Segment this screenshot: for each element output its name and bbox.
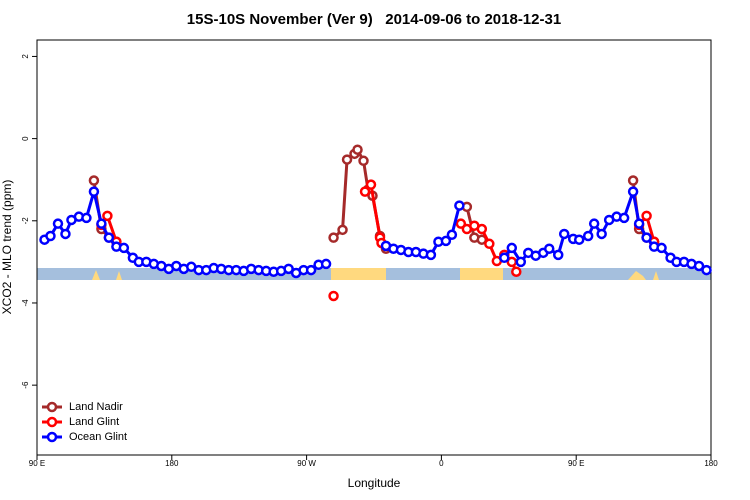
x-axis-label: Longitude	[348, 476, 401, 490]
data-point	[341, 154, 353, 165]
x-tick-label: 180	[165, 459, 179, 468]
x-tick-label: 90 W	[297, 459, 316, 468]
data-point	[484, 238, 495, 250]
data-point	[52, 218, 64, 229]
data-point	[641, 232, 652, 243]
data-point	[88, 186, 100, 197]
land-ocean-band	[37, 268, 711, 280]
y-tick-label: 2	[21, 54, 30, 59]
data-point	[358, 155, 369, 167]
land-band	[628, 271, 646, 280]
data-point	[573, 234, 585, 245]
chart-title: 15S-10S November (Ver 9) 2014-09-06 to 2…	[187, 11, 561, 28]
data-point	[328, 290, 339, 302]
data-point	[440, 235, 452, 247]
data-point	[641, 210, 652, 222]
data-point	[446, 229, 458, 241]
data-point	[515, 256, 527, 268]
data-point	[118, 242, 130, 254]
legend-label: Ocean Glint	[69, 431, 127, 443]
land-band	[92, 270, 100, 280]
series-line	[100, 181, 656, 273]
y-tick-label: 0	[21, 136, 30, 141]
data-point	[627, 175, 639, 186]
data-point	[305, 264, 317, 276]
data-point	[618, 212, 630, 224]
data-point	[656, 242, 667, 254]
data-point	[102, 210, 113, 222]
data-point	[45, 230, 56, 242]
data-point	[511, 266, 522, 277]
legend-marker	[46, 401, 58, 413]
data-point	[352, 144, 363, 155]
data-point	[627, 186, 639, 197]
legend-marker	[46, 416, 58, 428]
data-point	[425, 249, 437, 261]
data-point	[283, 263, 294, 275]
data-point	[359, 186, 371, 197]
x-tick-label: 90 E	[29, 459, 45, 468]
data-point	[558, 228, 570, 240]
land-band	[331, 268, 386, 280]
legend-marker	[46, 431, 58, 443]
y-tick-label: -6	[21, 381, 30, 389]
data-point	[596, 228, 607, 240]
data-point	[543, 243, 555, 254]
y-axis-label: XCO2 - MLO trend (ppm)	[0, 180, 14, 315]
data-point	[476, 223, 488, 235]
data-point	[701, 264, 712, 276]
land-band	[460, 268, 503, 280]
legend-label: Land Glint	[69, 416, 119, 428]
data-point	[506, 242, 518, 254]
x-tick-label: 0	[439, 459, 444, 468]
data-point	[633, 218, 645, 229]
plot-frame	[36, 39, 712, 456]
x-tick-label: 90 E	[568, 459, 584, 468]
data-point	[365, 179, 377, 190]
data-point	[552, 249, 564, 261]
data-point	[693, 260, 705, 272]
land-band	[653, 271, 659, 280]
legend-label: Land Nadir	[69, 401, 123, 413]
data-point	[337, 224, 348, 236]
data-point	[103, 232, 115, 243]
data-point	[320, 258, 332, 270]
data-point	[454, 200, 465, 211]
y-tick-label: -4	[21, 299, 30, 307]
data-point	[499, 252, 510, 264]
data-point	[60, 228, 71, 240]
y-tick-label: -2	[21, 217, 30, 225]
land-band	[116, 271, 122, 280]
data-point	[81, 212, 92, 224]
data-point	[582, 230, 594, 242]
x-tick-label: 180	[704, 459, 718, 468]
data-point	[88, 175, 100, 186]
data-point	[96, 218, 107, 229]
data-point	[588, 218, 600, 229]
data-point	[328, 232, 339, 243]
